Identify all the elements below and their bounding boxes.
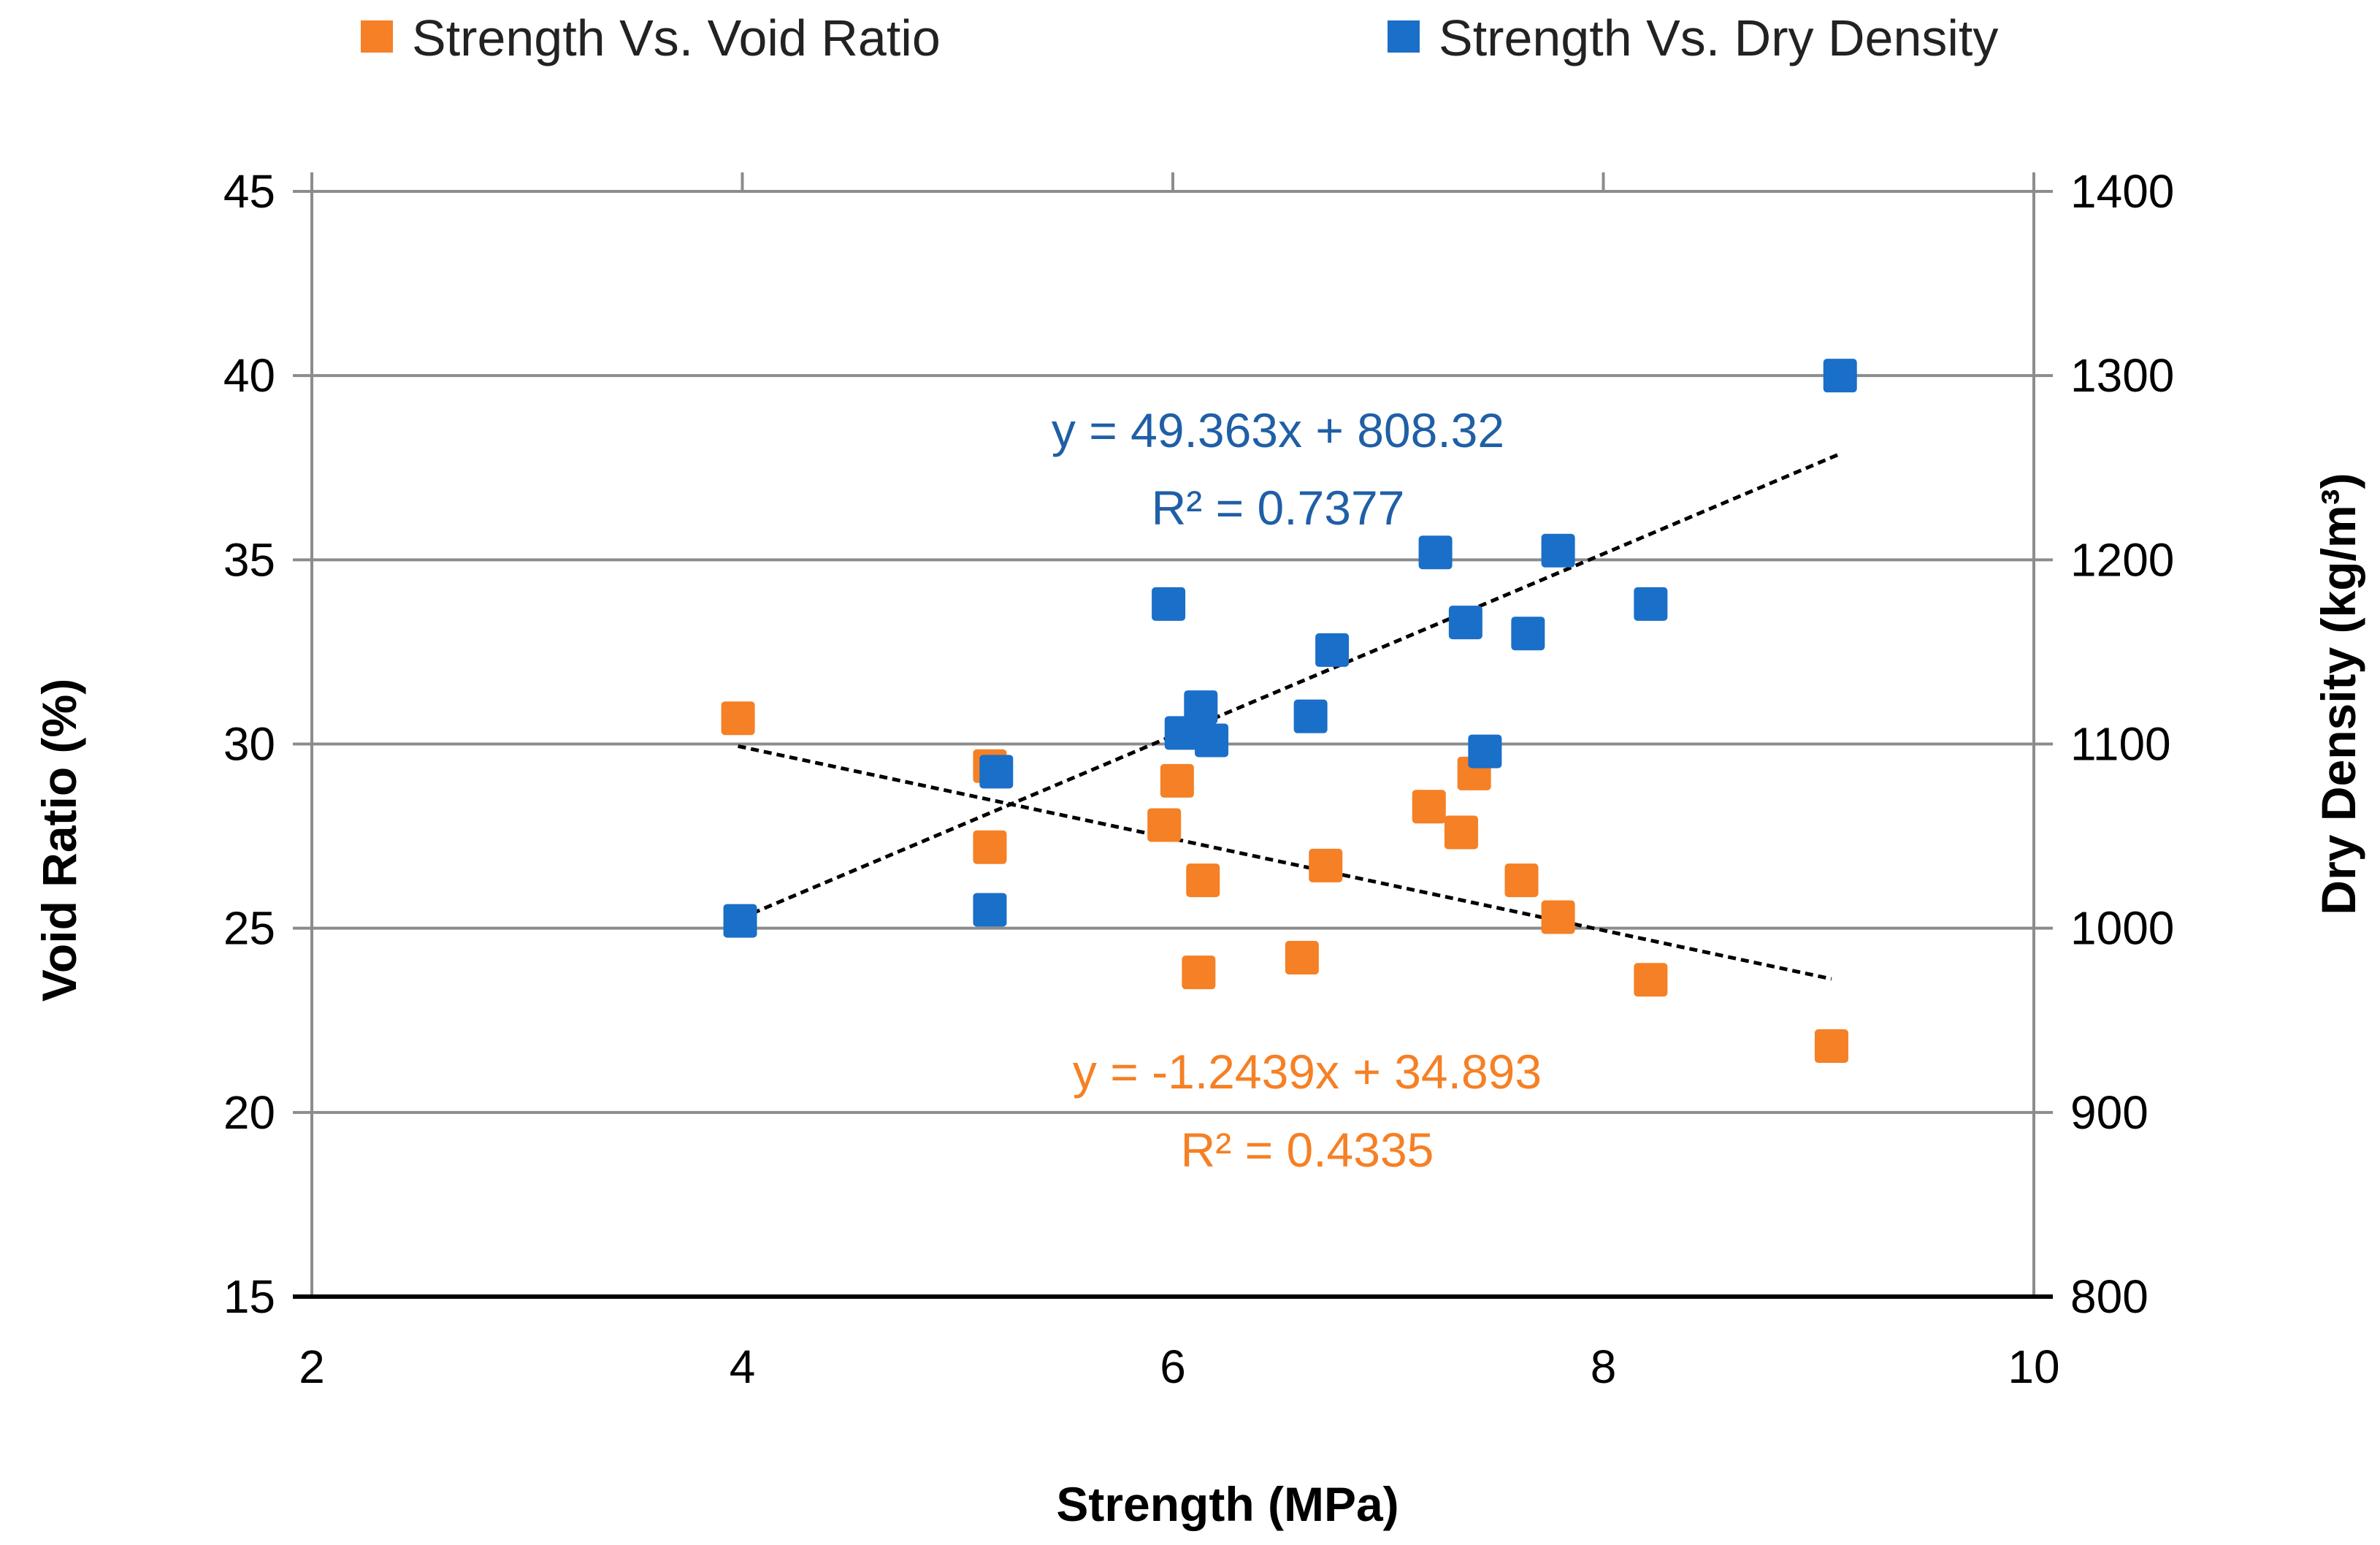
- trend-equation-void-ratio: y = -1.2439x + 34.893: [1073, 1045, 1542, 1099]
- data-point-void-ratio: [1182, 955, 1216, 990]
- trendline-void-ratio: [738, 744, 1832, 981]
- y-left-tick-label: 30: [223, 718, 275, 771]
- trendline-dry-density: [739, 451, 1841, 920]
- data-point-void-ratio: [1309, 848, 1343, 882]
- y-right-tick-label: 800: [2070, 1270, 2148, 1323]
- y-right-tick-label: 1000: [2070, 902, 2174, 955]
- data-point-void-ratio: [1186, 863, 1220, 898]
- y-right-tick-label: 900: [2070, 1086, 2148, 1139]
- y-left-tick-label: 20: [223, 1086, 275, 1139]
- data-point-dry-density: [1448, 606, 1482, 640]
- data-point-dry-density: [1315, 633, 1350, 667]
- data-point-dry-density: [1293, 699, 1328, 733]
- y-right-tick-label: 1400: [2070, 165, 2174, 218]
- data-point-dry-density: [979, 755, 1014, 789]
- data-point-dry-density: [1184, 690, 1218, 725]
- trend-equation-dry-density: y = 49.363x + 808.32: [1052, 403, 1504, 457]
- x-tick-label: 4: [730, 1340, 756, 1393]
- x-tick-label: 10: [2008, 1340, 2059, 1393]
- trend-r2-void-ratio: R² = 0.4335: [1181, 1123, 1434, 1177]
- data-point-dry-density: [1511, 617, 1545, 651]
- y-right-tick-label: 1100: [2070, 718, 2171, 771]
- data-point-void-ratio: [1160, 763, 1194, 798]
- y-right-tick-label: 1200: [2070, 533, 2174, 586]
- legend-marker-dry-density: [1388, 20, 1420, 53]
- y-left-tick-label: 15: [223, 1270, 275, 1323]
- y-axis-right-title: Dry Density (kg/m³): [2311, 473, 2365, 915]
- gridlines: [312, 190, 2034, 1114]
- x-tick-label: 6: [1160, 1340, 1186, 1393]
- y-left-tick-label: 40: [223, 349, 275, 402]
- x-tick-label: 8: [1591, 1340, 1617, 1393]
- data-point-void-ratio: [721, 701, 755, 736]
- y-left-tick-label: 35: [223, 533, 275, 586]
- legend-label-void-ratio: Strength Vs. Void Ratio: [412, 9, 941, 66]
- data-point-void-ratio: [973, 830, 1007, 864]
- data-point-void-ratio: [1412, 790, 1446, 824]
- data-point-dry-density: [1634, 587, 1668, 621]
- axes: [293, 172, 2053, 1299]
- data-point-void-ratio: [1444, 815, 1478, 850]
- data-point-void-ratio: [1285, 941, 1319, 975]
- data-point-void-ratio: [1147, 808, 1182, 842]
- tick-labels: 15 20 25 30 35 40 45 800 900 1000 1100 1200 1300 1400…: [223, 165, 2175, 1393]
- data-point-dry-density: [1468, 734, 1502, 768]
- data-points: [721, 359, 1857, 1064]
- data-point-dry-density: [1541, 533, 1575, 568]
- trendlines: [738, 451, 1841, 981]
- y-left-tick-label: 25: [223, 902, 275, 955]
- data-point-dry-density: [1418, 535, 1453, 570]
- data-point-dry-density: [1823, 359, 1857, 393]
- data-point-dry-density: [723, 904, 757, 938]
- data-point-void-ratio: [1504, 863, 1539, 898]
- data-point-void-ratio: [1541, 900, 1575, 934]
- data-point-void-ratio: [1814, 1029, 1848, 1064]
- y-axis-left-title: Void Ratio (%): [32, 679, 86, 1002]
- data-point-void-ratio: [1634, 963, 1668, 997]
- data-point-dry-density: [1152, 587, 1186, 621]
- legend: Strength Vs. Void Ratio Strength Vs. Dry…: [361, 9, 1998, 66]
- trend-r2-dry-density: R² = 0.7377: [1152, 481, 1405, 535]
- data-point-dry-density: [973, 893, 1007, 927]
- legend-label-dry-density: Strength Vs. Dry Density: [1439, 9, 1998, 66]
- x-tick-label: 2: [299, 1340, 325, 1393]
- x-axis-title: Strength (MPa): [1056, 1477, 1398, 1531]
- legend-marker-void-ratio: [361, 20, 393, 53]
- data-point-dry-density: [1195, 723, 1229, 758]
- y-left-tick-label: 45: [223, 165, 275, 218]
- y-right-tick-label: 1300: [2070, 349, 2174, 402]
